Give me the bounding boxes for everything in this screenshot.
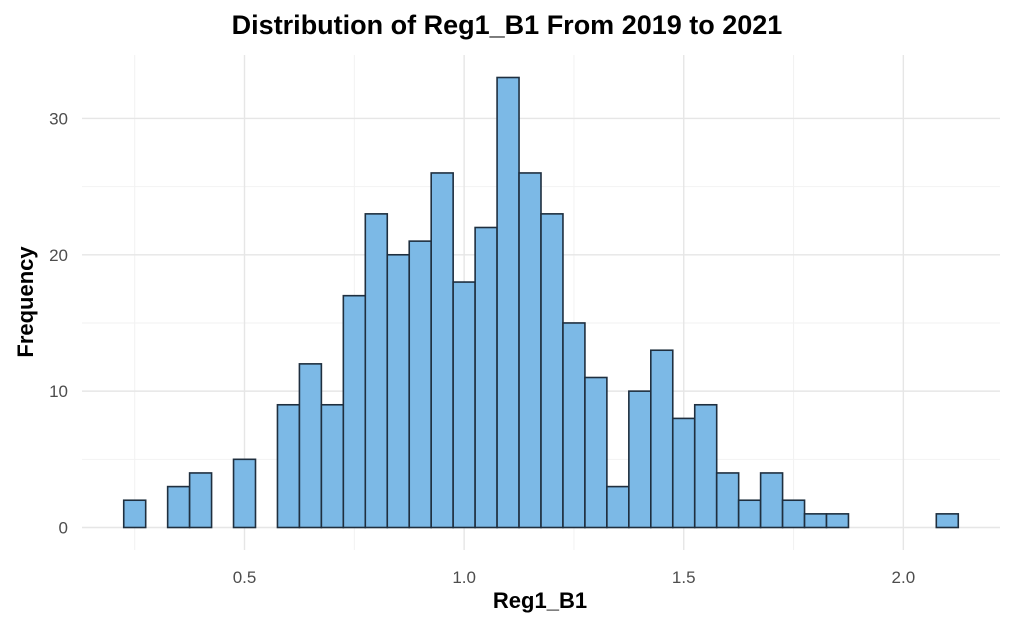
x-tick-label: 1.5 [672,568,696,587]
histogram-bar [188,472,213,529]
y-axis-title: Frequency [13,246,38,358]
histogram-bar [518,172,542,529]
y-tick-label: 0 [59,519,68,538]
y-tick-label: 20 [49,246,68,265]
histogram-bar [320,403,345,529]
histogram-bar [803,513,828,529]
histogram-bar [671,417,696,529]
histogram-bar [452,281,476,529]
y-tick-label: 10 [49,382,68,401]
x-tick-label: 1.0 [452,568,476,587]
y-tick-label: 30 [49,109,68,128]
x-tick-labels: 0.5 1.0 1.5 2.0 [233,568,915,587]
x-axis-title: Reg1_B1 [493,588,587,613]
histogram-bar [693,403,718,529]
histogram-bar [584,376,608,529]
x-tick-label: 0.5 [233,568,257,587]
histogram-bar [430,172,454,529]
histogram-bar [628,390,652,529]
histogram-bar [232,458,257,529]
x-tick-label: 2.0 [892,568,916,587]
y-tick-labels: 0 10 20 30 [49,109,68,537]
histogram-bar [342,294,367,529]
histogram-bar [650,349,674,529]
histogram-bar [276,403,301,529]
histogram-bar [496,76,520,529]
histogram-bar [298,363,323,529]
histogram-bar [540,213,564,529]
histogram-bar [364,213,389,529]
histogram-bar [166,485,191,529]
histogram-bars [122,76,960,529]
histogram-bar [606,485,630,529]
histogram-bar [781,499,806,529]
histogram-bar [474,226,498,529]
histogram-bar [825,513,850,529]
histogram-bar [122,499,147,529]
histogram-bar [759,472,784,529]
histogram-bar [408,240,432,529]
histogram-bar [562,322,586,529]
histogram-bar [737,499,762,529]
histogram-bar [715,472,740,529]
histogram-bar [386,253,411,529]
histogram-bar [935,513,960,529]
chart-title: Distribution of Reg1_B1 From 2019 to 202… [231,10,783,40]
